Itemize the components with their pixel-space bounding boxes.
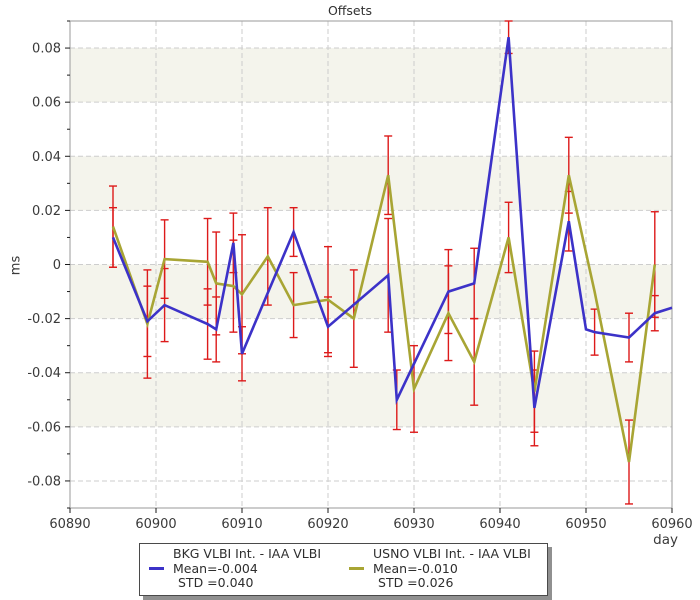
- legend-series-name: BKG VLBI Int. - IAA VLBI: [173, 546, 322, 561]
- x-tick-label: 60920: [307, 517, 348, 532]
- x-tick-label: 60890: [49, 517, 90, 532]
- legend-std-value: STD =0.026: [378, 575, 454, 591]
- tick-label-group: -0.08 -0.06 -0.04 -0.02 0 0.02 0.04 0.06 0.08 608…: [27, 42, 692, 532]
- legend-mean-value: Mean=-0.004: [173, 560, 258, 576]
- x-tick-label: 60950: [565, 517, 606, 532]
- legend-entry-usno: USNO VLBI Int. - IAA VLBI Mean=-0.010 ST…: [349, 546, 531, 591]
- series-line-bkg: [111, 37, 673, 409]
- legend-swatch-olive-line-icon: [349, 562, 373, 577]
- y-tick-label: 0: [53, 258, 61, 273]
- x-axis-label: day: [653, 532, 678, 548]
- y-tick-label: -0.04: [27, 366, 61, 381]
- x-tick-label: 60910: [221, 517, 262, 532]
- y-tick-label: 0.06: [32, 96, 61, 111]
- legend-series-name: USNO VLBI Int. - IAA VLBI: [373, 546, 531, 561]
- chart-title: Offsets: [327, 3, 373, 18]
- shaded-band: [70, 48, 672, 103]
- y-tick-label: -0.02: [27, 312, 61, 327]
- legend-swatch-blue-line-icon: [149, 562, 173, 577]
- y-tick-label: 0.02: [32, 204, 61, 219]
- shaded-band: [70, 372, 672, 427]
- y-tick-label: -0.08: [27, 474, 61, 489]
- tick-group: [65, 20, 673, 513]
- x-tick-label: 60900: [135, 517, 176, 532]
- legend-std-value: STD =0.040: [178, 575, 254, 591]
- y-tick-label: 0.04: [32, 150, 61, 165]
- x-tick-label: 60940: [479, 517, 520, 532]
- legend-entry-bkg: BKG VLBI Int. - IAA VLBI Mean=-0.004 STD…: [149, 546, 322, 591]
- legend-mean-value: Mean=-0.010: [373, 560, 458, 576]
- series-line-usno: [111, 174, 657, 463]
- y-tick-label: -0.06: [27, 420, 61, 435]
- x-tick-label: 60930: [393, 517, 434, 532]
- grid-group: [70, 21, 672, 508]
- y-axis-label: ms: [8, 255, 24, 276]
- shaded-band: [70, 156, 672, 211]
- x-tick-label: 60960: [651, 517, 692, 532]
- legend: BKG VLBI Int. - IAA VLBI Mean=-0.004 STD…: [139, 543, 548, 596]
- y-tick-label: 0.08: [32, 42, 61, 57]
